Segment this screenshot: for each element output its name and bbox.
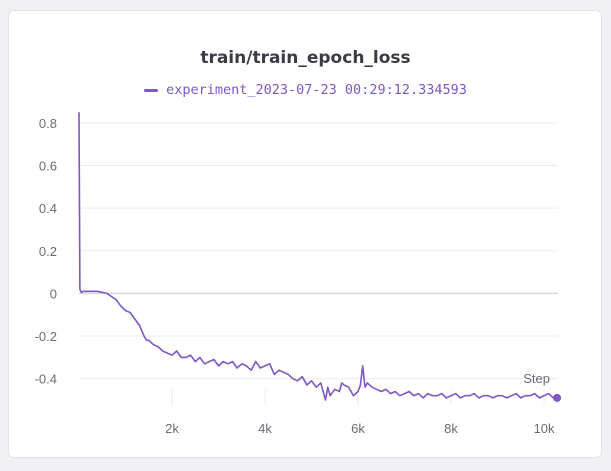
y-tick-label: 0.4 xyxy=(39,201,57,216)
y-tick-label: 0 xyxy=(50,286,57,301)
x-tick-label: 2k xyxy=(165,421,179,436)
y-tick-label: 0.6 xyxy=(39,159,57,174)
y-tick-label: -0.4 xyxy=(35,372,57,387)
chart-panel xyxy=(8,10,602,458)
x-axis-ticks: 2k 4k 6k 8k 10k xyxy=(165,390,555,436)
legend-swatch xyxy=(144,88,159,92)
x-tick-label: 6k xyxy=(351,421,365,436)
y-axis-ticks: 0.8 0.6 0.4 0.2 0 -0.2 -0.4 xyxy=(35,116,57,387)
legend[interactable]: experiment_2023-07-23 00:29:12.334593 xyxy=(0,82,611,98)
legend-series-label: experiment_2023-07-23 00:29:12.334593 xyxy=(166,82,467,98)
y-tick-label: 0.8 xyxy=(39,116,57,131)
series-end-marker[interactable] xyxy=(553,393,562,402)
y-tick-label: -0.2 xyxy=(35,329,57,344)
chart-title: train/train_epoch_loss xyxy=(200,48,411,68)
series-line[interactable] xyxy=(78,112,558,401)
x-tick-label: 4k xyxy=(258,421,272,436)
grid xyxy=(79,122,558,380)
x-axis-label: Step xyxy=(523,371,550,386)
y-tick-label: 0.2 xyxy=(39,244,57,259)
x-tick-label: 8k xyxy=(444,421,458,436)
x-tick-label: 10k xyxy=(534,421,555,436)
